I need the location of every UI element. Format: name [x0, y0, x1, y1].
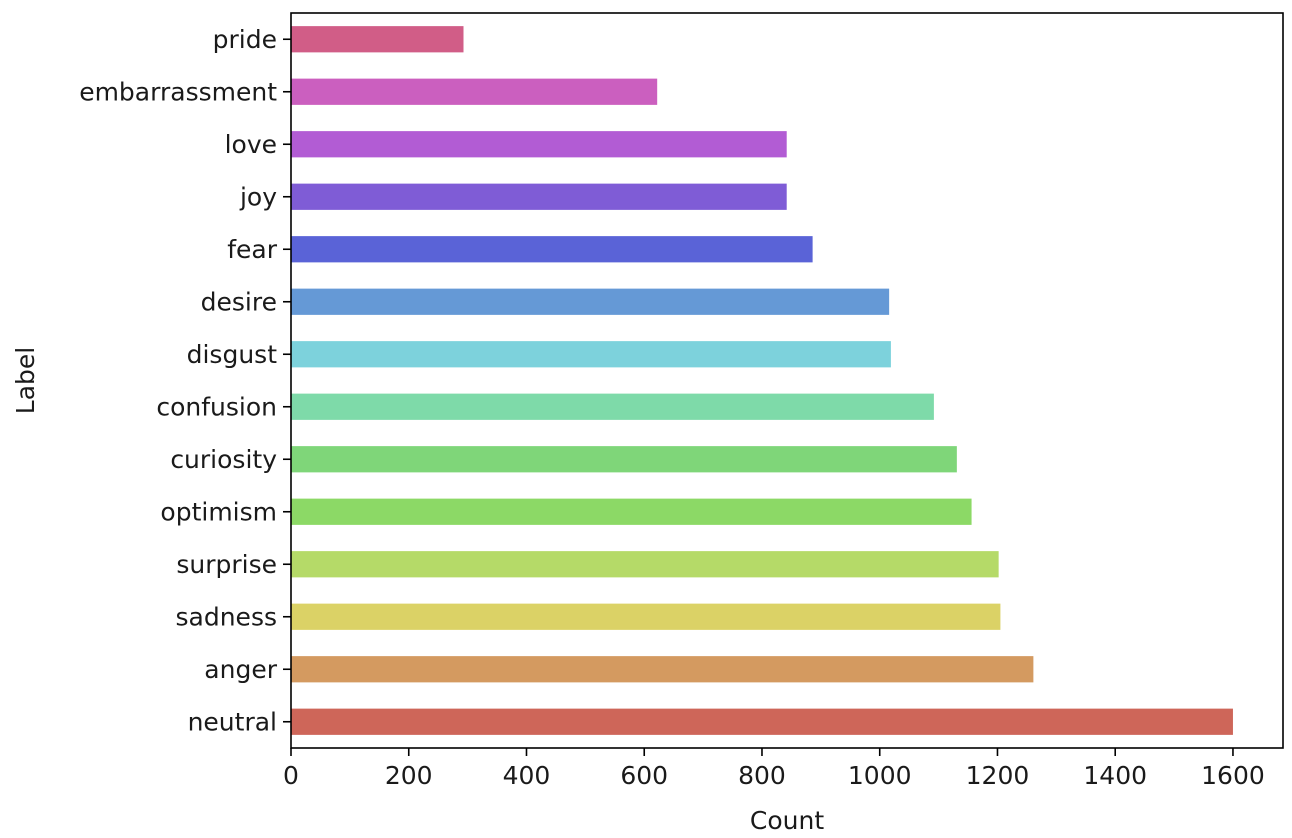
bar-optimism [291, 498, 972, 525]
bar-sadness [291, 603, 1001, 630]
bar-embarrassment [291, 78, 658, 105]
y-tick-label: anger [204, 655, 277, 684]
bar-curiosity [291, 446, 957, 473]
y-tick-label: surprise [176, 550, 277, 579]
y-tick-label: love [225, 130, 277, 159]
x-tick-label: 1000 [848, 761, 912, 790]
x-tick-label: 1400 [1083, 761, 1147, 790]
bar-anger [291, 656, 1034, 683]
x-tick-label: 1200 [966, 761, 1030, 790]
y-tick-label: disgust [187, 340, 278, 369]
bar-confusion [291, 393, 934, 420]
y-tick-label: neutral [188, 707, 277, 736]
bars-group [291, 26, 1233, 735]
x-tick-label: 600 [620, 761, 668, 790]
x-tick-label: 400 [503, 761, 551, 790]
y-axis-title: Label [11, 347, 40, 414]
x-tick-label: 200 [385, 761, 433, 790]
y-tick-label: fear [227, 235, 278, 264]
bar-love [291, 131, 787, 158]
x-tick-label: 0 [283, 761, 299, 790]
x-tick-label: 800 [738, 761, 786, 790]
x-axis-ticks: 0 200 400 600 800 1000 1200 1400 1600 [283, 748, 1265, 790]
x-tick-label: 1600 [1201, 761, 1265, 790]
bar-neutral [291, 708, 1233, 735]
bar-joy [291, 183, 787, 210]
y-tick-label: joy [239, 182, 277, 211]
x-axis-title: Count [750, 806, 824, 835]
bar-desire [291, 288, 890, 315]
y-tick-label: desire [201, 287, 277, 316]
y-tick-label: pride [213, 25, 277, 54]
bar-disgust [291, 341, 891, 368]
y-tick-label: sadness [176, 602, 278, 631]
bar-fear [291, 236, 813, 263]
y-tick-label: embarrassment [79, 77, 277, 106]
plot-frame [290, 12, 1284, 749]
y-axis-ticks: pride embarrassment love joy fear desire disgu… [79, 25, 291, 736]
bar-surprise [291, 551, 999, 578]
bar-pride [291, 26, 464, 53]
y-tick-label: curiosity [170, 445, 277, 474]
y-tick-label: optimism [160, 497, 277, 526]
y-tick-label: confusion [156, 392, 277, 421]
